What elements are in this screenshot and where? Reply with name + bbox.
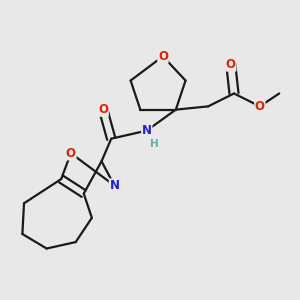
Text: O: O bbox=[226, 58, 236, 71]
Text: H: H bbox=[151, 139, 159, 148]
Text: N: N bbox=[110, 179, 119, 192]
Text: O: O bbox=[98, 103, 108, 116]
Text: O: O bbox=[66, 147, 76, 160]
Text: O: O bbox=[158, 50, 168, 63]
Text: N: N bbox=[142, 124, 152, 137]
Text: O: O bbox=[255, 100, 265, 113]
